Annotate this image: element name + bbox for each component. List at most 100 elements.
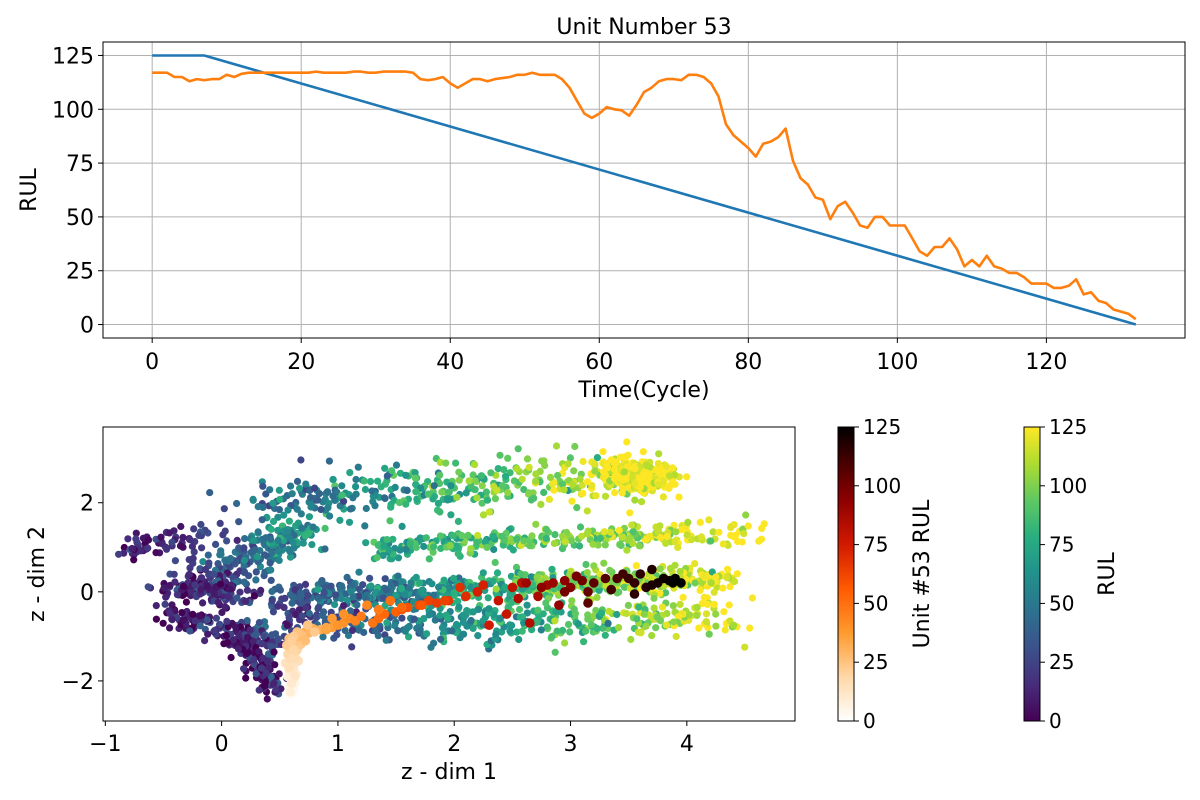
background-point: [411, 469, 419, 477]
background-point: [161, 600, 169, 608]
background-point: [676, 600, 684, 609]
bottom-y-tick-label: 2: [80, 492, 94, 517]
background-point: [204, 551, 212, 559]
background-point: [487, 469, 495, 477]
background-point: [191, 581, 199, 589]
background-point: [675, 493, 683, 501]
background-point: [298, 524, 306, 532]
background-point: [650, 594, 658, 602]
background-point: [455, 476, 463, 484]
background-point: [402, 471, 410, 479]
background-point: [235, 544, 243, 552]
background-point: [405, 633, 413, 641]
background-point: [703, 600, 712, 609]
background-point: [252, 670, 260, 678]
background-point: [523, 455, 532, 463]
background-point: [346, 469, 354, 477]
background-point: [727, 523, 735, 532]
background-point: [269, 499, 277, 507]
background-point: [391, 483, 399, 491]
colorbar-tick-label: 50: [863, 591, 888, 615]
background-point: [398, 614, 406, 622]
background-point: [748, 594, 757, 602]
background-point: [267, 673, 275, 681]
unit-53-point: [647, 564, 657, 575]
background-point: [599, 624, 607, 632]
background-point: [199, 558, 207, 566]
background-point: [197, 520, 205, 529]
background-point: [459, 618, 467, 627]
background-point: [447, 511, 455, 519]
background-point: [233, 499, 241, 508]
background-point: [321, 524, 329, 533]
background-point: [570, 467, 578, 475]
background-point: [197, 585, 205, 594]
background-point: [597, 609, 606, 617]
background-point: [540, 488, 548, 497]
background-point: [592, 492, 600, 500]
background-point: [182, 598, 190, 606]
background-point: [462, 489, 470, 497]
background-point: [402, 545, 410, 553]
background-point: [115, 550, 123, 558]
background-point: [306, 493, 315, 502]
background-point: [723, 574, 731, 582]
background-point: [144, 583, 152, 591]
background-point: [362, 504, 370, 513]
background-point: [523, 609, 531, 617]
background-point: [635, 542, 643, 550]
background-point: [560, 486, 568, 494]
unit-53-point: [338, 609, 349, 619]
background-point: [288, 490, 296, 498]
background-point: [168, 538, 176, 546]
unit-53-point: [559, 587, 570, 597]
unit-53-point: [321, 622, 332, 633]
background-point: [242, 597, 250, 606]
background-point: [449, 574, 458, 583]
background-point: [576, 523, 585, 531]
background-point: [453, 493, 461, 501]
background-point: [710, 600, 718, 609]
background-point: [720, 608, 728, 616]
background-point: [255, 619, 263, 627]
background-point: [420, 542, 428, 551]
background-point: [268, 631, 276, 639]
background-point: [398, 522, 406, 531]
background-point: [406, 539, 414, 547]
background-point: [373, 553, 381, 562]
background-point: [658, 603, 667, 611]
background-point: [422, 534, 430, 542]
background-point: [301, 532, 309, 540]
background-point: [652, 624, 660, 632]
background-point: [225, 585, 233, 593]
background-point: [274, 602, 282, 610]
background-point: [270, 648, 278, 656]
background-point: [320, 589, 328, 597]
background-point: [165, 582, 174, 590]
background-point: [543, 623, 551, 631]
background-point: [401, 591, 409, 599]
background-point: [434, 499, 442, 507]
background-point: [355, 568, 363, 576]
background-point: [249, 637, 257, 645]
background-point: [383, 619, 391, 627]
background-point: [655, 466, 663, 475]
top-x-axis-label: Time(Cycle): [577, 378, 709, 403]
background-point: [429, 495, 437, 503]
background-point: [430, 482, 438, 490]
background-point: [684, 518, 692, 527]
background-point: [656, 522, 664, 530]
background-point: [742, 511, 750, 519]
background-point: [217, 550, 225, 558]
background-point: [285, 534, 293, 542]
background-point: [567, 537, 576, 545]
background-point: [669, 464, 677, 472]
background-point: [727, 531, 735, 540]
background-point: [589, 540, 597, 548]
background-point: [240, 568, 249, 576]
background-point: [443, 496, 451, 504]
unit-53-point: [362, 600, 372, 610]
colorbar-tick-label: 125: [863, 415, 901, 439]
background-point: [366, 477, 375, 486]
